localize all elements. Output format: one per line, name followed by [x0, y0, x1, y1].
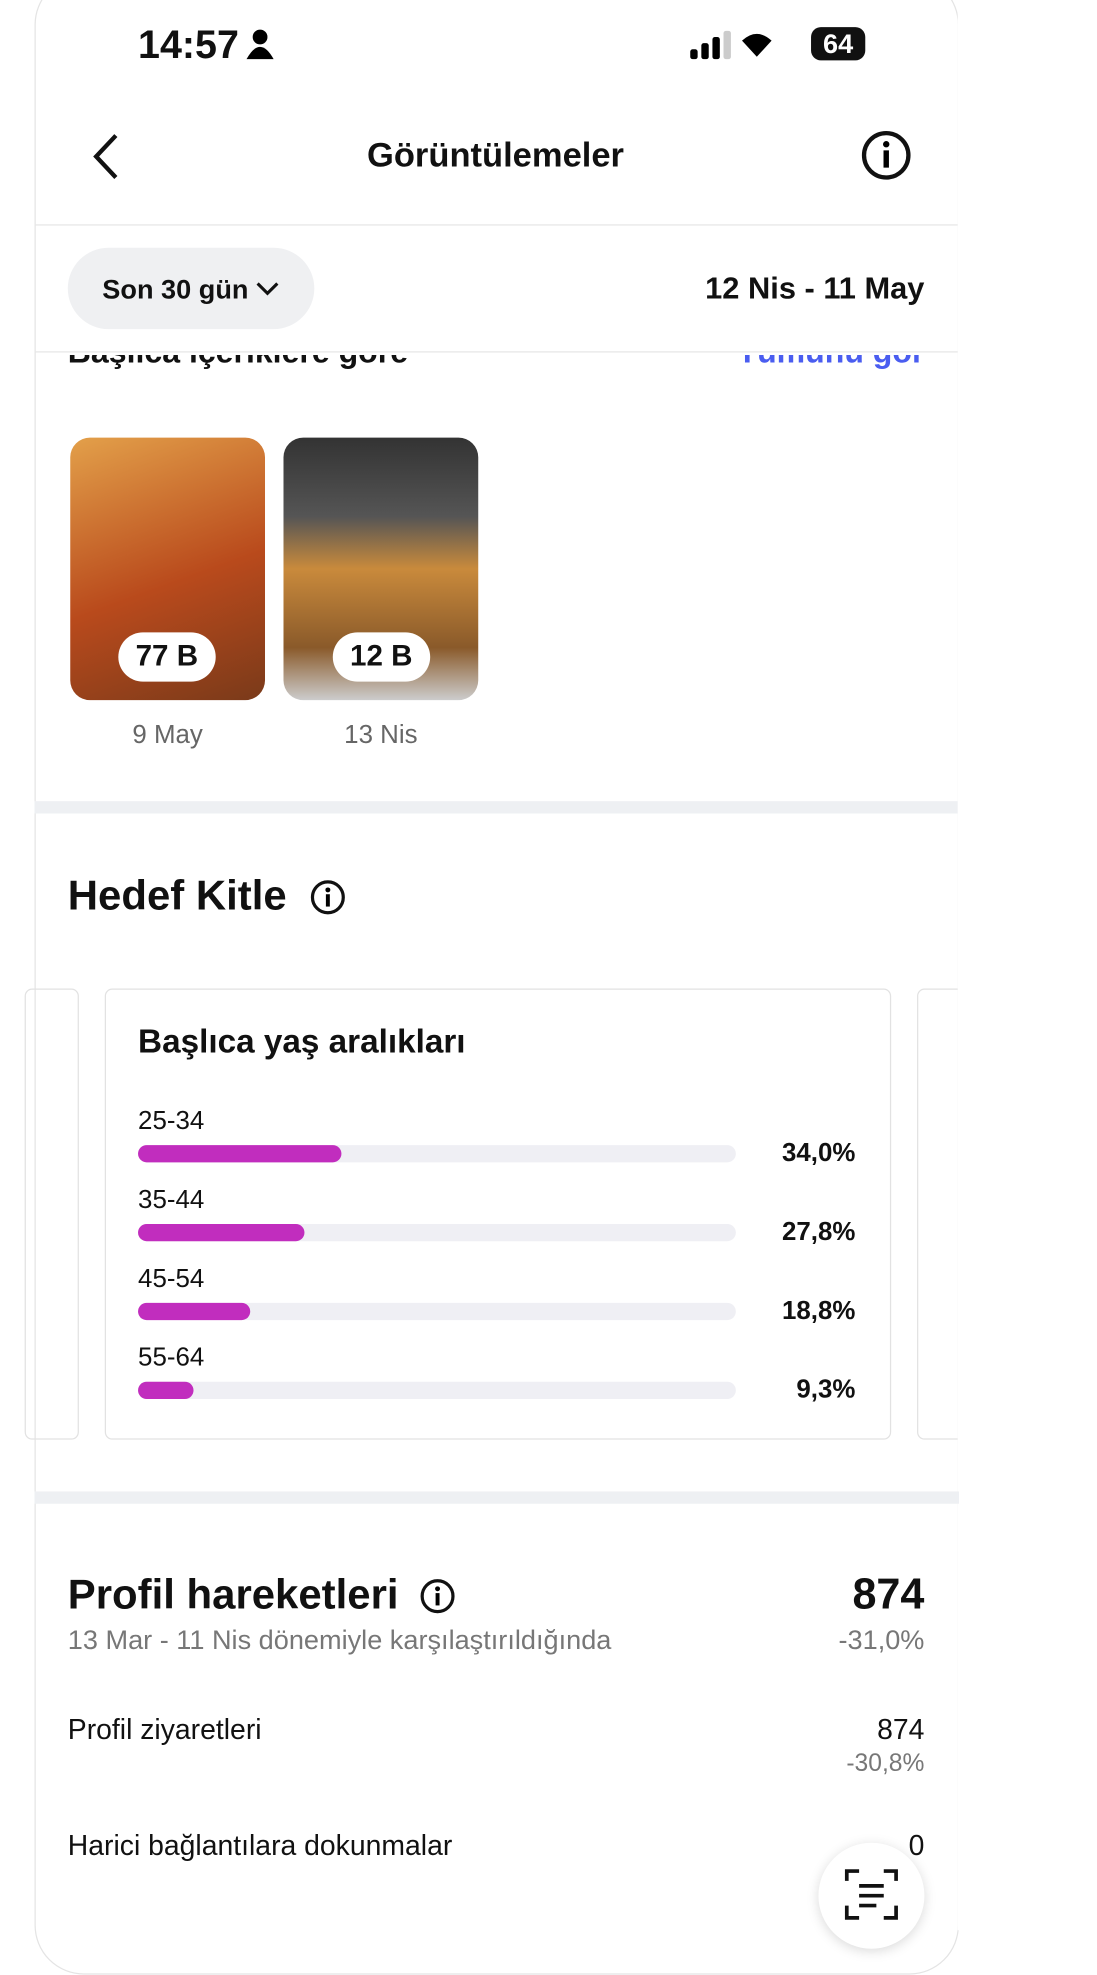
- value-label: 18,8%: [782, 1296, 856, 1326]
- header-title: Görüntülemeler: [367, 135, 624, 174]
- time: 14:57: [138, 22, 239, 67]
- row-value: 874: [877, 1713, 925, 1746]
- bar-track: [138, 1381, 736, 1399]
- chevron: [256, 282, 279, 296]
- row-value: 0: [908, 1829, 925, 1862]
- value-label: 9,3%: [796, 1375, 856, 1404]
- category-label: 35-44: [138, 1185, 205, 1215]
- bar: [138, 1302, 251, 1321]
- profile-title: Profil hareketleri: [67, 1571, 399, 1619]
- row-label: Harici bağlantılara dokunmalar: [67, 1829, 453, 1862]
- battery: 64: [811, 27, 866, 61]
- date: 13 Nis: [344, 721, 418, 750]
- category-label: 55-64: [138, 1343, 205, 1372]
- views: 77 B: [118, 632, 216, 682]
- category-label: 25-34: [138, 1106, 205, 1136]
- divider: [34, 224, 959, 226]
- bar-track: [138, 1302, 736, 1321]
- views: 12 B: [332, 632, 430, 682]
- bar: [138, 1381, 194, 1399]
- scan-icon: [844, 1869, 898, 1920]
- date: 9 May: [132, 721, 203, 750]
- info-icon[interactable]: [418, 1576, 457, 1615]
- page: 14:57 64 Görüntülemeler Başlıca içerikle…: [24, 0, 1097, 1975]
- date-range: 12 Nis - 11 May: [705, 271, 925, 306]
- bar: [138, 1145, 342, 1163]
- audience-title: Hedef Kitle: [67, 872, 287, 920]
- row-label: Profil ziyaretleri: [67, 1713, 262, 1746]
- back-button[interactable]: [86, 131, 123, 183]
- section-title: Başlıca içeriklere göre: [68, 355, 408, 371]
- top-content: Başlıca içeriklere göre Tümünü gör: [35, 355, 959, 799]
- row-change: -30,8%: [846, 1750, 925, 1778]
- profile-subtitle: 13 Mar - 11 Nis dönemiyle karşılaştırıld…: [67, 1624, 612, 1656]
- see-all[interactable]: Tümünü gör: [738, 355, 925, 371]
- category-label: 45-54: [138, 1264, 205, 1293]
- chart-title: Başlıca yaş aralıkları: [138, 1023, 466, 1061]
- period: Son 30 gün: [102, 273, 249, 305]
- screen: 14:57 64 Görüntülemeler Başlıca içerikle…: [24, 0, 1097, 1975]
- profile-change: -31,0%: [838, 1624, 925, 1656]
- age-card: [104, 988, 892, 1440]
- divider: [34, 351, 959, 353]
- value-label: 34,0%: [782, 1138, 856, 1168]
- info-icon[interactable]: [308, 878, 347, 917]
- signal-wifi: [690, 30, 772, 60]
- bar: [138, 1223, 305, 1242]
- section-separator: [34, 1491, 959, 1504]
- profile-total: 874: [852, 1570, 925, 1619]
- person-icon: [246, 29, 274, 60]
- info-button[interactable]: [859, 128, 913, 182]
- section-separator: [34, 801, 959, 814]
- right-margin: [957, 0, 1097, 1931]
- value-label: 27,8%: [782, 1217, 856, 1247]
- side-card: [24, 988, 79, 1440]
